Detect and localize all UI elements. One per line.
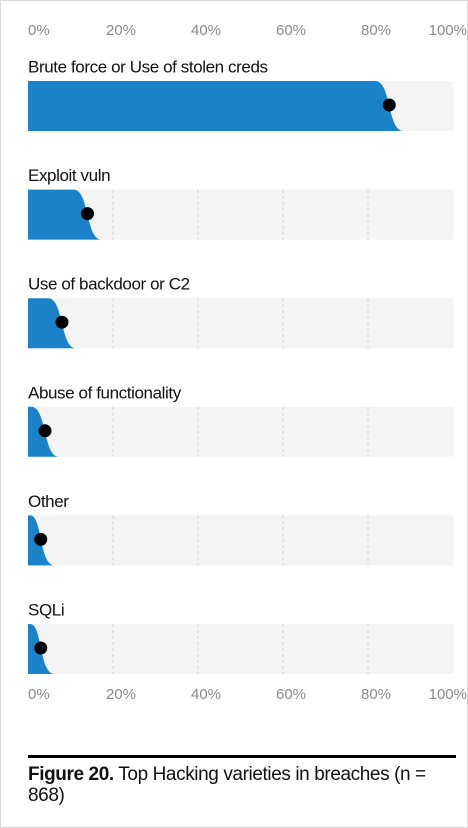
category-label: Brute force or Use of stolen creds — [28, 57, 268, 76]
x-tick-label-bottom: 100% — [429, 686, 467, 703]
bar — [28, 189, 102, 240]
point-marker — [38, 424, 52, 438]
point-marker — [382, 98, 396, 112]
x-tick-label-bottom: 80% — [361, 686, 391, 703]
bar-track — [28, 515, 453, 566]
bar-track — [28, 298, 453, 349]
bar-track — [28, 189, 453, 240]
category-label: SQLi — [28, 600, 64, 619]
category-label: Use of backdoor or C2 — [28, 275, 190, 294]
x-tick-label-bottom: 40% — [191, 686, 221, 703]
bar — [28, 515, 55, 566]
category-label: Abuse of functionality — [28, 383, 182, 402]
x-tick-label-top: 20% — [106, 22, 136, 39]
bar — [28, 298, 76, 349]
category-label: Exploit vuln — [28, 166, 110, 185]
x-tick-label-top: 0% — [28, 22, 50, 39]
category-label: Other — [28, 492, 69, 511]
x-tick-label-top: 80% — [361, 22, 391, 39]
x-tick-label-bottom: 20% — [106, 686, 136, 703]
caption: Figure 20. Top Hacking varieties in brea… — [28, 755, 456, 806]
x-tick-label-bottom: 0% — [28, 686, 50, 703]
bar — [28, 81, 404, 131]
point-marker — [34, 641, 48, 655]
caption-label: Figure 20. — [28, 764, 114, 785]
x-tick-label-top: 40% — [191, 22, 221, 39]
bar-track — [28, 406, 453, 457]
point-marker — [81, 207, 94, 221]
x-tick-label-top: 100% — [429, 22, 467, 39]
bar-track — [28, 624, 453, 674]
bar — [28, 624, 55, 674]
caption-text: Top Hacking varieties in breaches (n = 8… — [28, 764, 426, 806]
chart: 0% 0% 20% 20% 40% 40% 60% 60% 80% 80% 100% 100% Brut… — [28, 22, 467, 703]
point-marker — [55, 315, 69, 329]
point-marker — [34, 532, 48, 546]
x-tick-label-top: 60% — [276, 22, 306, 39]
x-tick-label-bottom: 60% — [276, 686, 306, 703]
